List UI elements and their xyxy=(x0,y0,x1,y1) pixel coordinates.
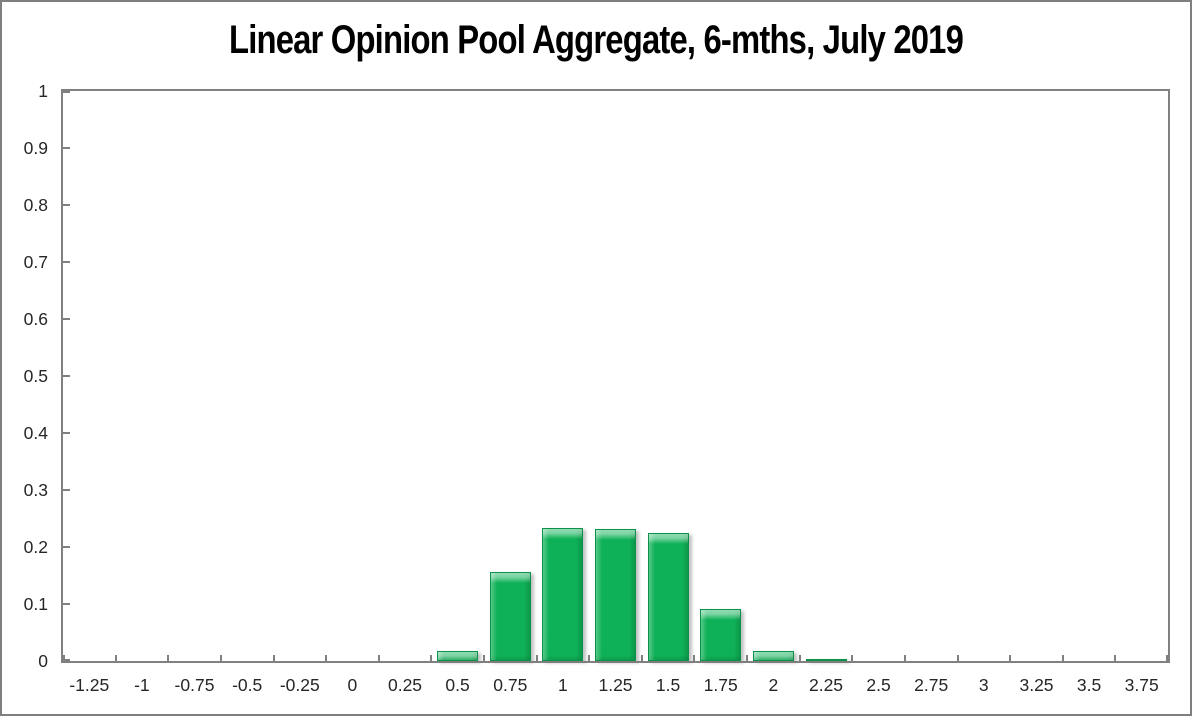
x-axis-label--0.25: -0.25 xyxy=(279,675,320,695)
y-tick xyxy=(63,91,70,93)
x-axis-label-0.25: 0.25 xyxy=(387,675,423,695)
x-tick xyxy=(798,655,801,661)
y-tick xyxy=(63,603,70,605)
y-tick xyxy=(63,261,70,263)
y-axis-label-0: 0 xyxy=(38,651,48,671)
x-axis-label-3: 3 xyxy=(978,675,989,695)
x-axis-ticks xyxy=(63,91,1168,661)
y-axis-label-0.8: 0.8 xyxy=(23,195,48,215)
x-axis-label-0: 0 xyxy=(347,675,358,695)
x-tick xyxy=(167,655,170,661)
y-tick xyxy=(63,659,70,661)
x-tick xyxy=(851,655,854,661)
plot-area xyxy=(61,89,1170,663)
x-axis-label-0.75: 0.75 xyxy=(493,675,528,695)
x-axis-label--1.25: -1.25 xyxy=(69,675,110,695)
x-tick xyxy=(114,655,117,661)
y-tick xyxy=(63,546,70,548)
x-tick xyxy=(588,655,591,661)
y-axis-label-0.4: 0.4 xyxy=(23,423,48,443)
x-axis-label-1.5: 1.5 xyxy=(655,675,681,695)
y-tick xyxy=(63,489,70,491)
x-tick xyxy=(377,655,380,661)
y-tick xyxy=(63,318,70,320)
x-axis-label-3.25: 3.25 xyxy=(1019,675,1054,695)
x-tick xyxy=(1061,655,1064,661)
x-tick xyxy=(746,655,748,661)
x-axis-label-2.75: 2.75 xyxy=(914,675,949,695)
x-axis-label-2.25: 2.25 xyxy=(808,675,844,695)
bar-1 xyxy=(542,528,584,661)
x-axis-label--1: -1 xyxy=(134,675,150,695)
y-tick xyxy=(63,147,70,149)
x-tick xyxy=(63,655,65,661)
x-axis-label-1.75: 1.75 xyxy=(703,675,738,695)
y-axis-label-0.9: 0.9 xyxy=(23,138,48,158)
y-axis-labels: 0 0.1 0.2 0.3 0.4 0.5 0.6 0.7 0.8 0.9 1 xyxy=(2,81,48,671)
y-tick xyxy=(63,204,70,206)
x-tick xyxy=(903,655,906,661)
bar-1.5 xyxy=(647,533,689,661)
bar-1.25 xyxy=(595,529,636,661)
y-axis-label-0.3: 0.3 xyxy=(23,480,48,500)
bars-layer xyxy=(63,91,1168,661)
x-tick xyxy=(693,655,696,661)
y-tick xyxy=(63,375,70,377)
x-tick xyxy=(535,655,538,661)
x-axis-label-1.25: 1.25 xyxy=(598,675,633,695)
chart-title: Linear Opinion Pool Aggregate, 6-mths, J… xyxy=(228,18,964,62)
x-tick xyxy=(483,655,485,661)
x-tick xyxy=(1114,655,1117,661)
x-tick xyxy=(1166,655,1168,661)
x-tick xyxy=(219,655,222,661)
x-tick xyxy=(956,655,959,661)
x-axis-label--0.75: -0.75 xyxy=(174,675,215,695)
x-axis-label-2.5: 2.5 xyxy=(866,675,891,695)
y-axis-ticks xyxy=(63,91,1168,661)
x-axis-label-1: 1 xyxy=(558,675,568,695)
y-axis-label-0.2: 0.2 xyxy=(23,537,48,557)
x-axis-label-3.5: 3.5 xyxy=(1076,675,1102,695)
bar-1.75 xyxy=(700,609,742,661)
x-axis-labels: -1.25 -1 -0.75 -0.5 -0.25 0 0.25 0.5 0.75 1 1.25 1.… xyxy=(2,674,1190,698)
y-axis-label-1: 1 xyxy=(38,81,48,101)
x-axis-label-0.5: 0.5 xyxy=(445,675,470,695)
bar-0.75 xyxy=(489,572,531,661)
x-tick xyxy=(272,655,275,661)
x-tick xyxy=(430,655,433,661)
bar-2.25 xyxy=(805,659,847,661)
y-axis-label-0.6: 0.6 xyxy=(23,309,48,329)
x-tick xyxy=(325,655,328,661)
bar-2 xyxy=(752,651,794,661)
y-axis-label-0.1: 0.1 xyxy=(23,594,48,614)
x-axis-label-3.75: 3.75 xyxy=(1124,675,1159,695)
y-axis-label-0.5: 0.5 xyxy=(23,366,48,386)
y-axis-label-0.7: 0.7 xyxy=(23,252,48,272)
y-tick xyxy=(63,432,70,434)
x-axis-label-2: 2 xyxy=(768,675,779,695)
bar-0.5 xyxy=(437,651,479,661)
x-tick xyxy=(640,655,643,661)
x-axis-label--0.5: -0.5 xyxy=(232,675,263,695)
x-tick xyxy=(1009,655,1012,661)
